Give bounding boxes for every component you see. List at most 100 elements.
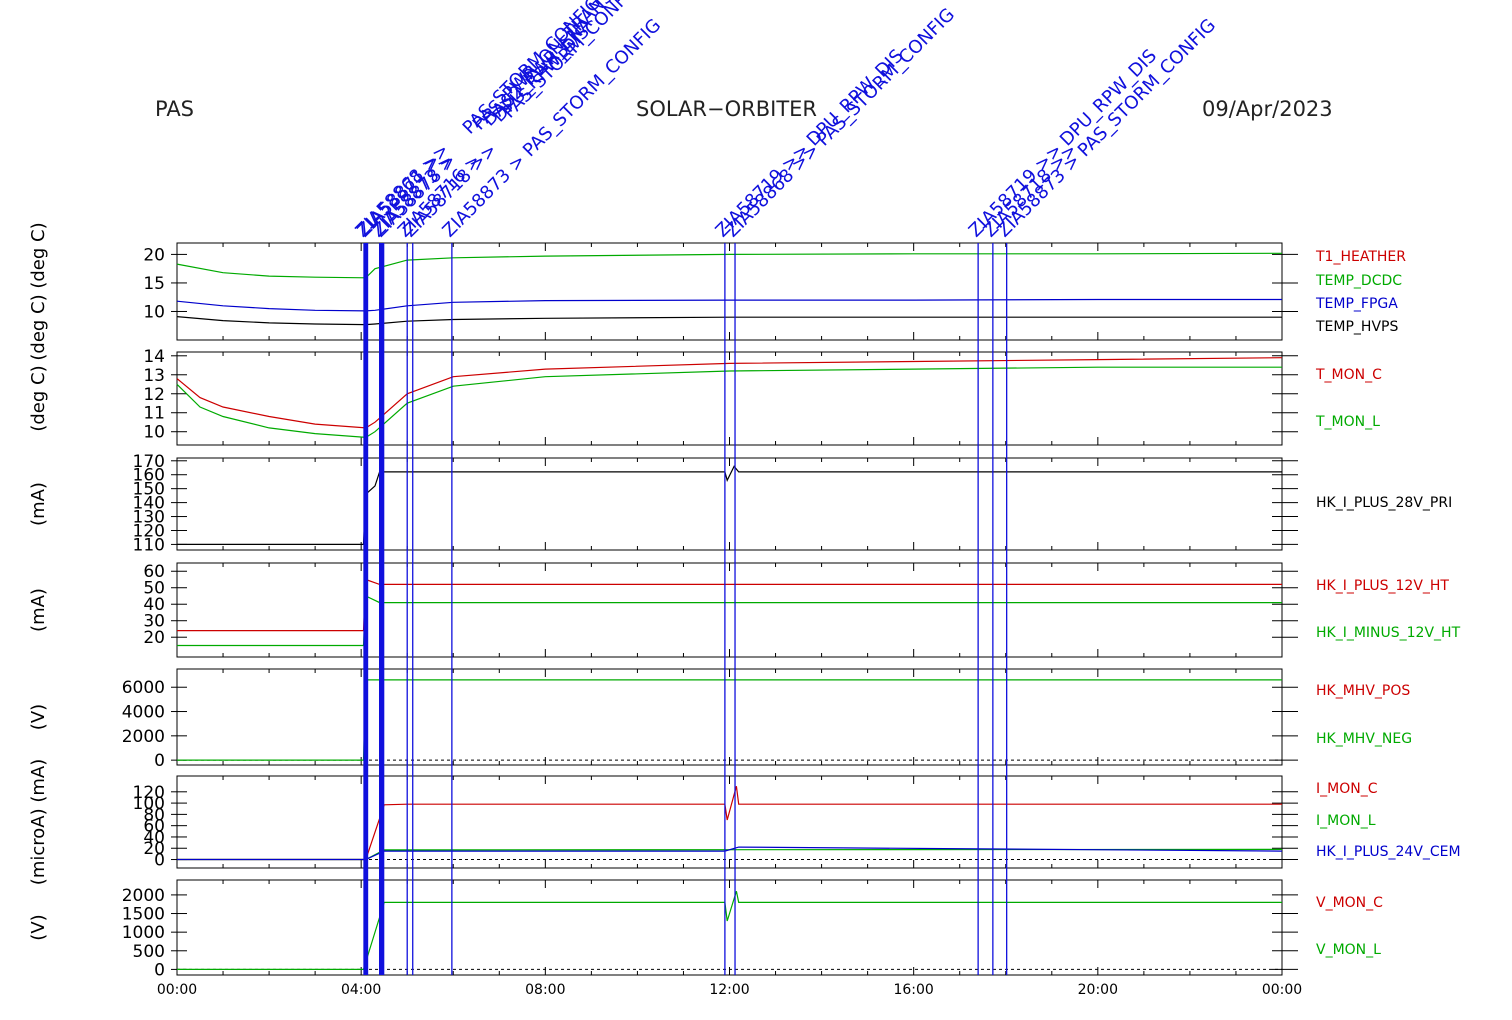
y-tick-label: 60	[143, 562, 165, 582]
legend-label: I_MON_L	[1316, 813, 1376, 829]
series-line-hk_mhv_neg	[177, 679, 1282, 761]
series-line-t_mon_l	[176, 366, 1282, 439]
panel-5: 0 2000 4000 6000 (V) HK_MHV_POS HK_MHV_NEG	[28, 668, 1412, 771]
series-line-i_mon_l	[177, 848, 1283, 861]
series-line-hk_i_plus_12v_ht	[177, 578, 1282, 632]
panel-frame	[176, 562, 1283, 658]
legend-label: HK_MHV_POS	[1316, 683, 1410, 699]
y-tick-label: 0	[154, 851, 165, 871]
y-tick-label: 4000	[122, 703, 165, 723]
x-tick-label: 16:00	[893, 982, 933, 998]
panel-frame	[176, 351, 1283, 446]
y-axis-label: (mA)	[28, 482, 49, 526]
y-tick-label: 14	[143, 347, 165, 367]
y-tick-label: 15	[143, 274, 165, 294]
y-axis-label: (deg C)	[28, 365, 49, 431]
y-tick-label: 2000	[122, 727, 165, 747]
y-tick-label: 170	[133, 452, 165, 472]
legend-label: TEMP_FPGA	[1315, 296, 1398, 312]
x-tick-label: 12:00	[709, 982, 749, 998]
y-tick-label: 13	[143, 366, 165, 386]
series-line-temp_hvps	[176, 316, 1282, 326]
header-left: PAS	[155, 97, 194, 121]
y-tick-label: 20	[143, 839, 165, 859]
x-tick-label: 08:00	[525, 982, 565, 998]
y-tick-label: 500	[133, 942, 165, 962]
x-axis: 00:00 04:00 08:00 12:00 16:00 20:00 00:00	[157, 982, 1302, 998]
y-tick-label: 130	[133, 508, 165, 528]
legend-label: HK_I_MINUS_12V_HT	[1316, 625, 1461, 641]
y-tick-label: 2000	[122, 886, 165, 906]
legend-label: TEMP_DCDC	[1315, 273, 1402, 289]
event-markers: ZIA58868 >>ZIA58871 >ZIA58873 >ZIA58878 …	[352, 0, 1220, 975]
y-tick-label: 0	[154, 960, 165, 980]
y-axis-label: (microA) (mA)	[28, 759, 49, 885]
x-tick-label: 00:00	[157, 982, 197, 998]
panel-frame	[176, 775, 1283, 869]
y-tick-label: 6000	[122, 678, 165, 698]
y-tick-label: 11	[143, 404, 165, 424]
y-axis-label: (mA)	[28, 588, 49, 632]
legend-label: T_MON_C	[1315, 367, 1382, 383]
series-line-v_mon_l	[177, 891, 1282, 970]
panel-frame	[176, 242, 1283, 341]
y-tick-label: 30	[143, 612, 165, 632]
event-label: ZIA58873 > PAS_STORM_CONFIG	[993, 15, 1220, 242]
y-tick-label: 20	[143, 628, 165, 648]
series-line-temp_dcdc	[176, 252, 1283, 279]
y-tick-label: 160	[133, 466, 165, 486]
y-tick-label: 120	[133, 521, 165, 541]
x-tick-label: 00:00	[1262, 982, 1302, 998]
y-tick-label: 50	[143, 579, 165, 599]
y-axis-label: (V)	[28, 704, 49, 730]
y-tick-label: 10	[143, 302, 165, 322]
y-tick-label: 40	[143, 828, 165, 848]
y-tick-label: 1000	[122, 923, 165, 943]
header-right: 09/Apr/2023	[1202, 97, 1333, 121]
x-tick-label: 04:00	[341, 982, 381, 998]
legend-label: HK_I_PLUS_12V_HT	[1316, 578, 1449, 594]
y-tick-label: 40	[143, 595, 165, 615]
panel-1: 10 15 20 (deg C) (deg C) T1_HEATHER TEMP_DCDC…	[28, 222, 1406, 360]
panel-frame	[176, 668, 1283, 766]
y-tick-label: 110	[133, 535, 165, 555]
y-tick-label: 150	[133, 480, 165, 500]
legend-label: HK_MHV_NEG	[1316, 731, 1412, 747]
header-center: SOLAR−ORBITER	[636, 97, 817, 121]
series-line-t_mon_c	[176, 357, 1283, 429]
series-line-i_mon_c	[177, 786, 1282, 861]
y-axis-label: (deg C) (deg C)	[28, 222, 49, 360]
legend-label: HK_I_PLUS_24V_CEM	[1316, 844, 1461, 860]
series-line-temp_fpga	[176, 298, 1282, 312]
y-tick-label: 100	[133, 794, 165, 814]
legend-label: V_MON_L	[1316, 942, 1381, 958]
legend-label: V_MON_C	[1316, 895, 1383, 911]
y-axis-label: (V)	[28, 914, 49, 940]
y-tick-label: 60	[143, 817, 165, 837]
y-tick-label: 80	[143, 805, 165, 825]
y-tick-label: 12	[143, 385, 165, 405]
legend-label: I_MON_C	[1316, 781, 1378, 797]
series-line-hk_i_minus_12v_ht	[177, 595, 1282, 647]
y-tick-label: 0	[154, 751, 165, 771]
x-tick-label: 20:00	[1078, 982, 1118, 998]
y-tick-label: 120	[133, 783, 165, 803]
legend-label: HK_I_PLUS_28V_PRI	[1316, 495, 1452, 511]
y-tick-label: 10	[143, 423, 165, 443]
y-tick-label: 140	[133, 494, 165, 514]
plot-panels: 10 15 20 (deg C) (deg C) T1_HEATHER TEMP_DCDC…	[28, 222, 1461, 980]
series-line-hk_i_plus_28v_pri	[177, 465, 1282, 545]
panel-frame	[176, 879, 1283, 976]
event-label: ZIA58868 >> PAS_STORM_CONFIG	[722, 4, 959, 241]
legend-label: T_MON_L	[1315, 414, 1380, 430]
series-line-hk_i_plus_24v_cem	[177, 846, 1283, 861]
legend-label: T1_HEATHER	[1315, 249, 1406, 265]
legend-label: TEMP_HVPS	[1315, 319, 1398, 335]
y-tick-label: 1500	[122, 905, 165, 925]
